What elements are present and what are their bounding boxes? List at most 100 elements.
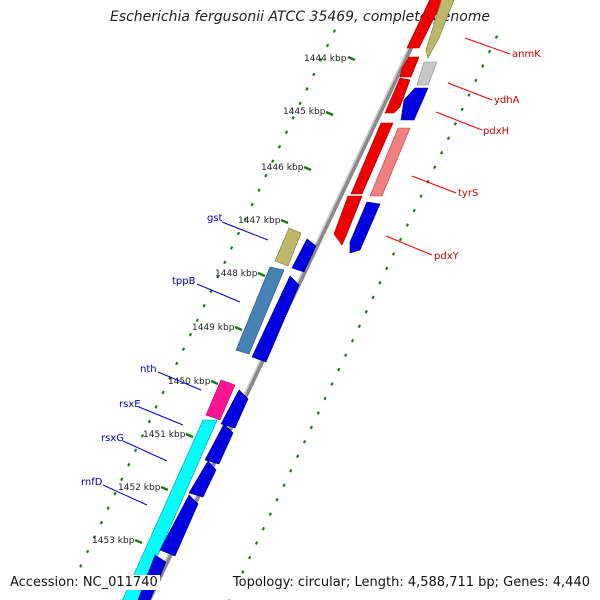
tick-mark bbox=[175, 361, 179, 366]
tick-mark bbox=[236, 231, 241, 236]
tick-mark bbox=[154, 405, 158, 409]
tick-mark bbox=[248, 555, 252, 560]
tick-mark bbox=[147, 419, 151, 424]
tick-mark bbox=[257, 188, 261, 192]
tick-mark bbox=[195, 318, 199, 323]
tick-mark bbox=[271, 159, 275, 163]
gene-feature bbox=[399, 56, 420, 78]
tick-mark bbox=[433, 165, 437, 170]
tick-mark bbox=[133, 448, 138, 453]
tick-mark bbox=[330, 382, 334, 386]
gene-feature bbox=[291, 238, 317, 273]
tick-mark bbox=[357, 324, 361, 329]
tick-mark bbox=[332, 29, 337, 33]
major-tick bbox=[234, 325, 243, 332]
gene-feature bbox=[204, 423, 234, 465]
tick-mark bbox=[254, 541, 259, 545]
major-tick bbox=[347, 55, 356, 62]
major-tick bbox=[134, 538, 143, 545]
tick-mark bbox=[127, 462, 131, 467]
scale-label: 1444 kbp bbox=[304, 54, 347, 64]
features-left bbox=[122, 227, 317, 600]
major-tick bbox=[160, 485, 169, 492]
gene-feature bbox=[122, 419, 218, 600]
major-tick bbox=[210, 379, 219, 386]
gene-labels-right: anmK ydhA pdxH tyrS pdxY bbox=[434, 49, 541, 262]
scale-label: 1448 kbp bbox=[215, 269, 258, 279]
gene-feature bbox=[235, 266, 285, 355]
tick-mark bbox=[291, 116, 295, 120]
gene-label-rnfd: rnfD bbox=[81, 477, 103, 488]
tick-mark bbox=[446, 136, 451, 141]
gene-label-rsxg: rsxG bbox=[101, 433, 124, 444]
map-title: Escherichia fergusonii ATCC 35469, compl… bbox=[109, 9, 491, 25]
tick-mark bbox=[344, 353, 348, 357]
major-tick bbox=[325, 110, 334, 117]
tick-mark bbox=[371, 295, 375, 300]
accession-text: Accession: NC_011740 bbox=[8, 575, 160, 590]
tick-mark bbox=[296, 454, 300, 459]
tick-mark bbox=[282, 483, 286, 488]
tick-mark bbox=[99, 520, 103, 525]
gene-label-pdxy: pdxY bbox=[434, 251, 460, 262]
tick-mark bbox=[385, 266, 389, 271]
tick-mark bbox=[392, 252, 396, 256]
scale-label: 1449 kbp bbox=[192, 323, 235, 333]
scale-label: 1447 kbp bbox=[238, 216, 281, 226]
gene-feature bbox=[384, 77, 411, 114]
tick-mark bbox=[243, 217, 247, 221]
gene-feature bbox=[369, 127, 411, 197]
gene-callouts-right bbox=[385, 37, 511, 256]
tick-mark bbox=[106, 506, 110, 510]
tick-mark bbox=[241, 570, 245, 574]
tick-mark bbox=[289, 468, 293, 473]
tick-lines bbox=[79, 29, 499, 600]
tick-mark bbox=[405, 223, 409, 227]
tick-mark bbox=[494, 35, 499, 39]
gene-feature bbox=[251, 275, 300, 363]
tick-mark bbox=[140, 434, 145, 438]
tick-mark bbox=[350, 338, 355, 343]
tick-mark bbox=[312, 72, 316, 77]
tick-mark bbox=[440, 150, 444, 155]
gene-label-gst: gst bbox=[207, 213, 223, 224]
major-tick bbox=[280, 218, 289, 225]
gene-feature bbox=[350, 122, 394, 195]
tick-mark bbox=[79, 564, 83, 568]
scale-label: 1446 kbp bbox=[261, 163, 304, 173]
tick-mark bbox=[264, 173, 268, 178]
gene-label-pdxh: pdxH bbox=[483, 126, 509, 137]
tick-mark bbox=[92, 535, 97, 539]
tick-mark bbox=[250, 202, 254, 207]
tick-mark bbox=[398, 237, 403, 242]
tick-mark bbox=[284, 130, 289, 135]
tick-mark bbox=[275, 497, 279, 502]
tick-mark bbox=[364, 309, 368, 314]
tick-mark bbox=[305, 87, 309, 91]
scale-label: 1445 kbp bbox=[283, 107, 326, 117]
gene-feature bbox=[274, 227, 302, 267]
major-tick bbox=[257, 271, 266, 278]
tick-mark bbox=[223, 260, 227, 265]
tick-mark bbox=[323, 396, 327, 401]
tick-mark bbox=[298, 101, 302, 106]
tick-mark bbox=[86, 549, 90, 554]
tick-mark bbox=[337, 367, 341, 372]
gene-label-nth: nth bbox=[140, 364, 157, 375]
tick-mark bbox=[319, 58, 323, 62]
tick-mark bbox=[113, 491, 117, 496]
scale-label: 1451 kbp bbox=[143, 430, 186, 440]
tick-mark bbox=[460, 107, 464, 112]
tick-mark bbox=[120, 477, 124, 482]
gene-feature bbox=[188, 460, 217, 498]
tick-mark bbox=[453, 122, 457, 126]
tick-mark bbox=[202, 303, 206, 308]
gene-label-rsxe: rsxE bbox=[119, 399, 141, 410]
gene-feature bbox=[159, 494, 199, 557]
tick-mark bbox=[229, 246, 234, 250]
tick-mark bbox=[216, 275, 220, 279]
tick-mark bbox=[419, 194, 423, 198]
tick-mark bbox=[412, 208, 416, 213]
gene-feature bbox=[416, 61, 438, 86]
